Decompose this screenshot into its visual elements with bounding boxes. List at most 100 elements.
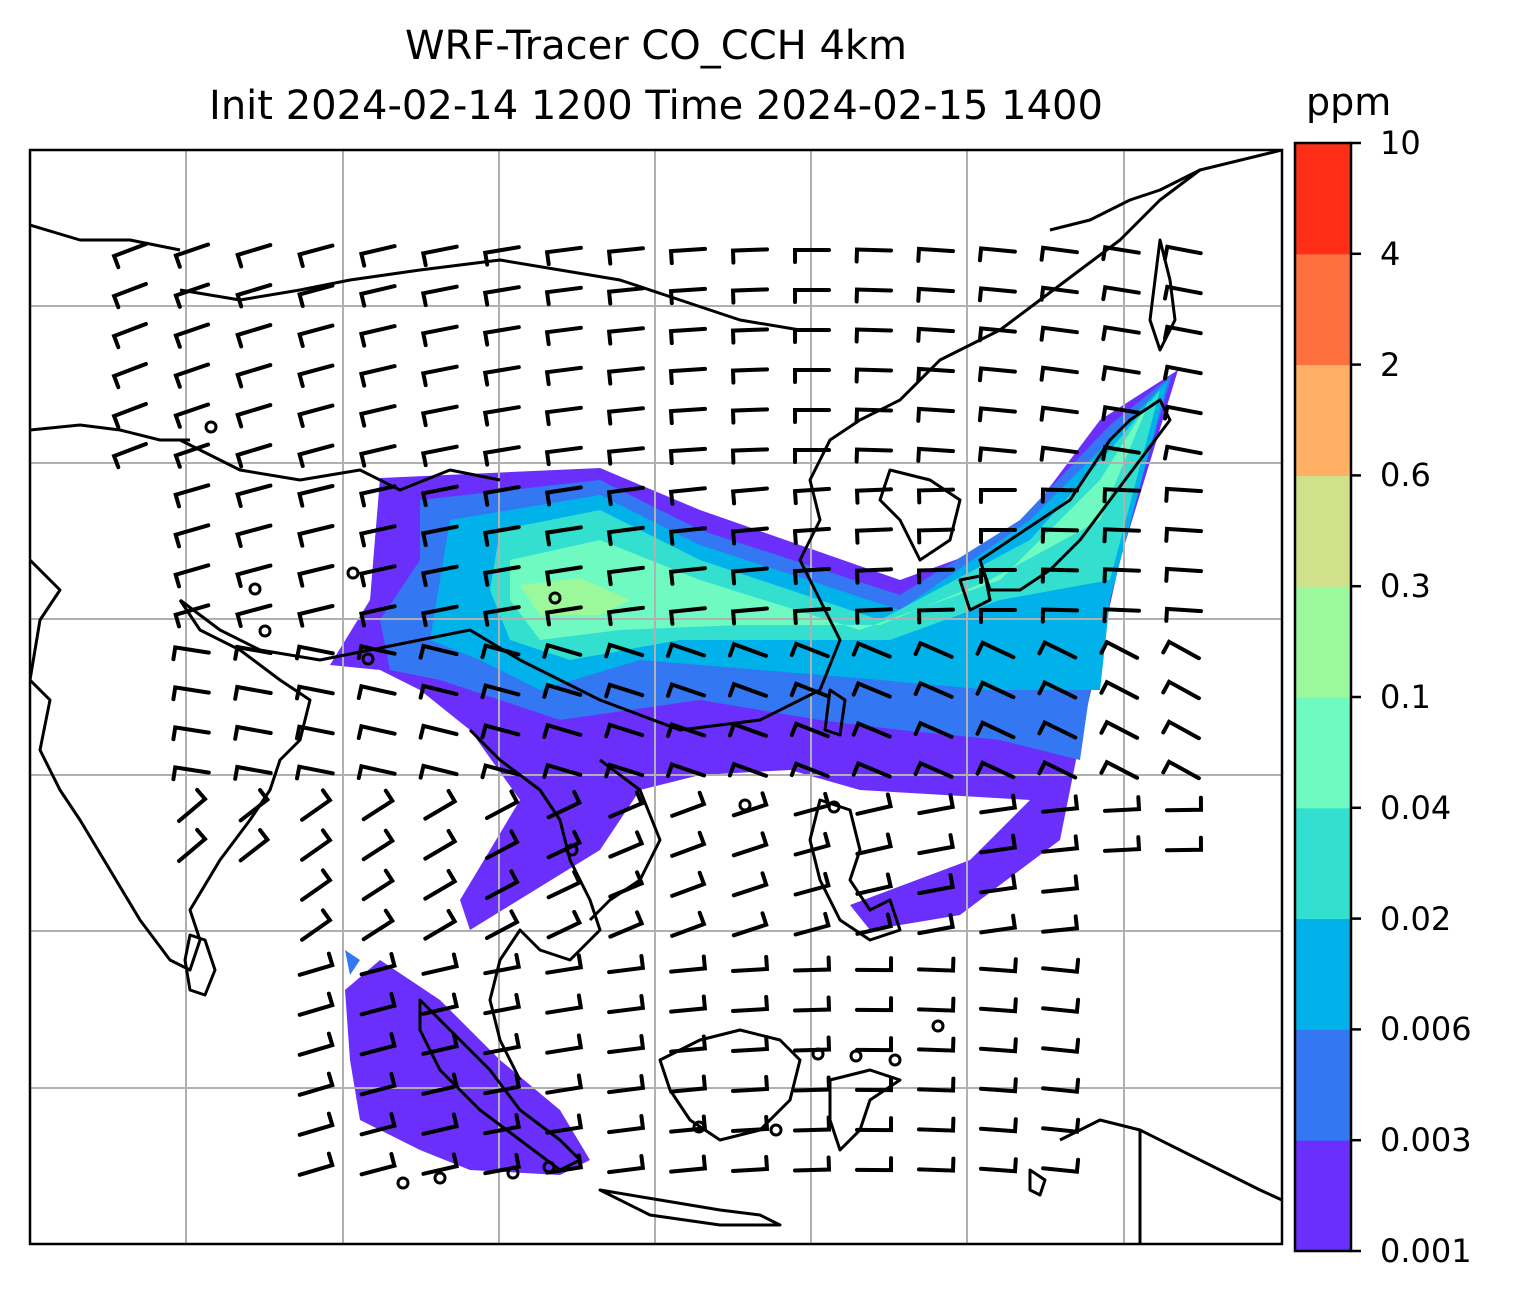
wind-barb — [979, 568, 1017, 584]
wind-barb — [1040, 567, 1079, 584]
wind-barb — [855, 792, 893, 816]
wind-barb — [235, 283, 273, 309]
wind-barb — [669, 1074, 708, 1094]
wind-barb — [542, 722, 583, 739]
wind-barb — [297, 283, 335, 308]
wind-barb — [297, 1151, 335, 1177]
japan-kyushu — [958, 573, 992, 612]
wind-barb — [297, 991, 335, 1017]
colorbar-tick-label: 0.003 — [1380, 1121, 1472, 1160]
wind-barb — [545, 1113, 584, 1135]
wind-barb — [666, 641, 707, 658]
wind-barb — [606, 485, 645, 507]
wind-barb — [423, 789, 458, 821]
wind-barb — [171, 725, 211, 742]
wind-barb — [420, 244, 459, 268]
wind-barb — [670, 910, 707, 938]
colorbar-tick-label: 4 — [1380, 234, 1401, 273]
wind-barb — [1040, 527, 1079, 544]
wind-barb — [1161, 759, 1201, 781]
colorbar-segment — [1295, 807, 1351, 920]
wind-barb — [855, 832, 893, 856]
wind-barb — [916, 446, 955, 463]
wind-barb — [730, 447, 769, 465]
wind-barb — [1040, 607, 1079, 624]
wind-barb — [730, 526, 769, 546]
wind-barb — [917, 873, 956, 896]
wind-barb — [300, 908, 333, 942]
wind-barb — [482, 485, 521, 507]
wind-barb — [111, 322, 148, 350]
wind-barb — [789, 641, 830, 659]
wind-barb — [977, 286, 1017, 303]
colorbar-segment — [1295, 918, 1351, 1030]
kazakh-coast — [30, 423, 190, 442]
wind-barb — [975, 680, 1016, 700]
wind-barb — [480, 763, 521, 780]
wind-barb — [607, 1034, 646, 1055]
plume-southern-low — [345, 950, 360, 975]
russia-border — [30, 223, 181, 252]
wind-barb — [359, 1152, 397, 1177]
sakhalin — [1148, 238, 1177, 352]
wind-barb — [1101, 405, 1141, 422]
wind-barb — [916, 366, 955, 383]
wind-barb — [668, 366, 707, 386]
wind-barb — [608, 830, 645, 859]
wind-barb — [482, 285, 521, 307]
wind-barb — [545, 1073, 584, 1095]
wind-barb — [916, 286, 955, 303]
wind-barb — [1037, 759, 1078, 780]
wind-barb — [111, 362, 148, 390]
wind-barb — [418, 643, 459, 660]
wind-barb — [854, 487, 893, 505]
wind-barb — [668, 406, 707, 426]
wind-barb — [545, 1033, 584, 1055]
wind-barb — [979, 793, 1018, 815]
wind-barb — [913, 720, 954, 739]
wind-barb — [855, 1036, 893, 1053]
wind-barb — [917, 1116, 956, 1133]
wind-barb — [789, 761, 830, 779]
wind-barb — [793, 408, 831, 424]
wind-barb — [793, 328, 831, 344]
wind-barb — [1039, 405, 1079, 422]
colorbar-segment — [1295, 364, 1351, 476]
wind-barb — [670, 870, 707, 898]
wind-barb — [173, 442, 211, 469]
wind-barb — [297, 403, 335, 428]
wind-barb — [1163, 364, 1203, 381]
philippines — [808, 798, 902, 942]
wind-barb — [235, 243, 273, 269]
wind-barb — [1165, 835, 1204, 853]
wind-barb — [1101, 325, 1141, 342]
wind-barb — [483, 1033, 522, 1056]
wind-barb — [1161, 639, 1201, 661]
wind-barb — [1039, 245, 1079, 262]
wind-barb — [669, 1034, 708, 1054]
colorbar-segment — [1295, 253, 1351, 366]
wind-barb — [421, 1152, 459, 1176]
wind-barb — [1165, 795, 1204, 813]
wind-barb — [173, 563, 211, 589]
wind-barb — [358, 324, 397, 348]
wind-barb — [669, 994, 708, 1014]
wind-barb — [1164, 486, 1203, 503]
wind-barb — [793, 448, 831, 464]
wind-barb — [1099, 759, 1140, 780]
wind-barb — [851, 760, 892, 779]
wind-barb — [423, 869, 458, 901]
wind-barb — [1161, 719, 1201, 741]
wind-barb — [1037, 679, 1078, 700]
wind-barb — [177, 787, 208, 823]
wind-barb — [177, 827, 208, 863]
wind-barb — [542, 682, 583, 699]
wind-barb — [975, 720, 1016, 740]
wind-barb — [727, 681, 768, 698]
wind-barb — [544, 405, 583, 427]
wind-barb — [1040, 487, 1079, 504]
wind-barb — [544, 245, 583, 267]
wind-barb — [297, 604, 335, 628]
wind-barb — [606, 246, 645, 266]
wind-barb — [173, 523, 211, 549]
